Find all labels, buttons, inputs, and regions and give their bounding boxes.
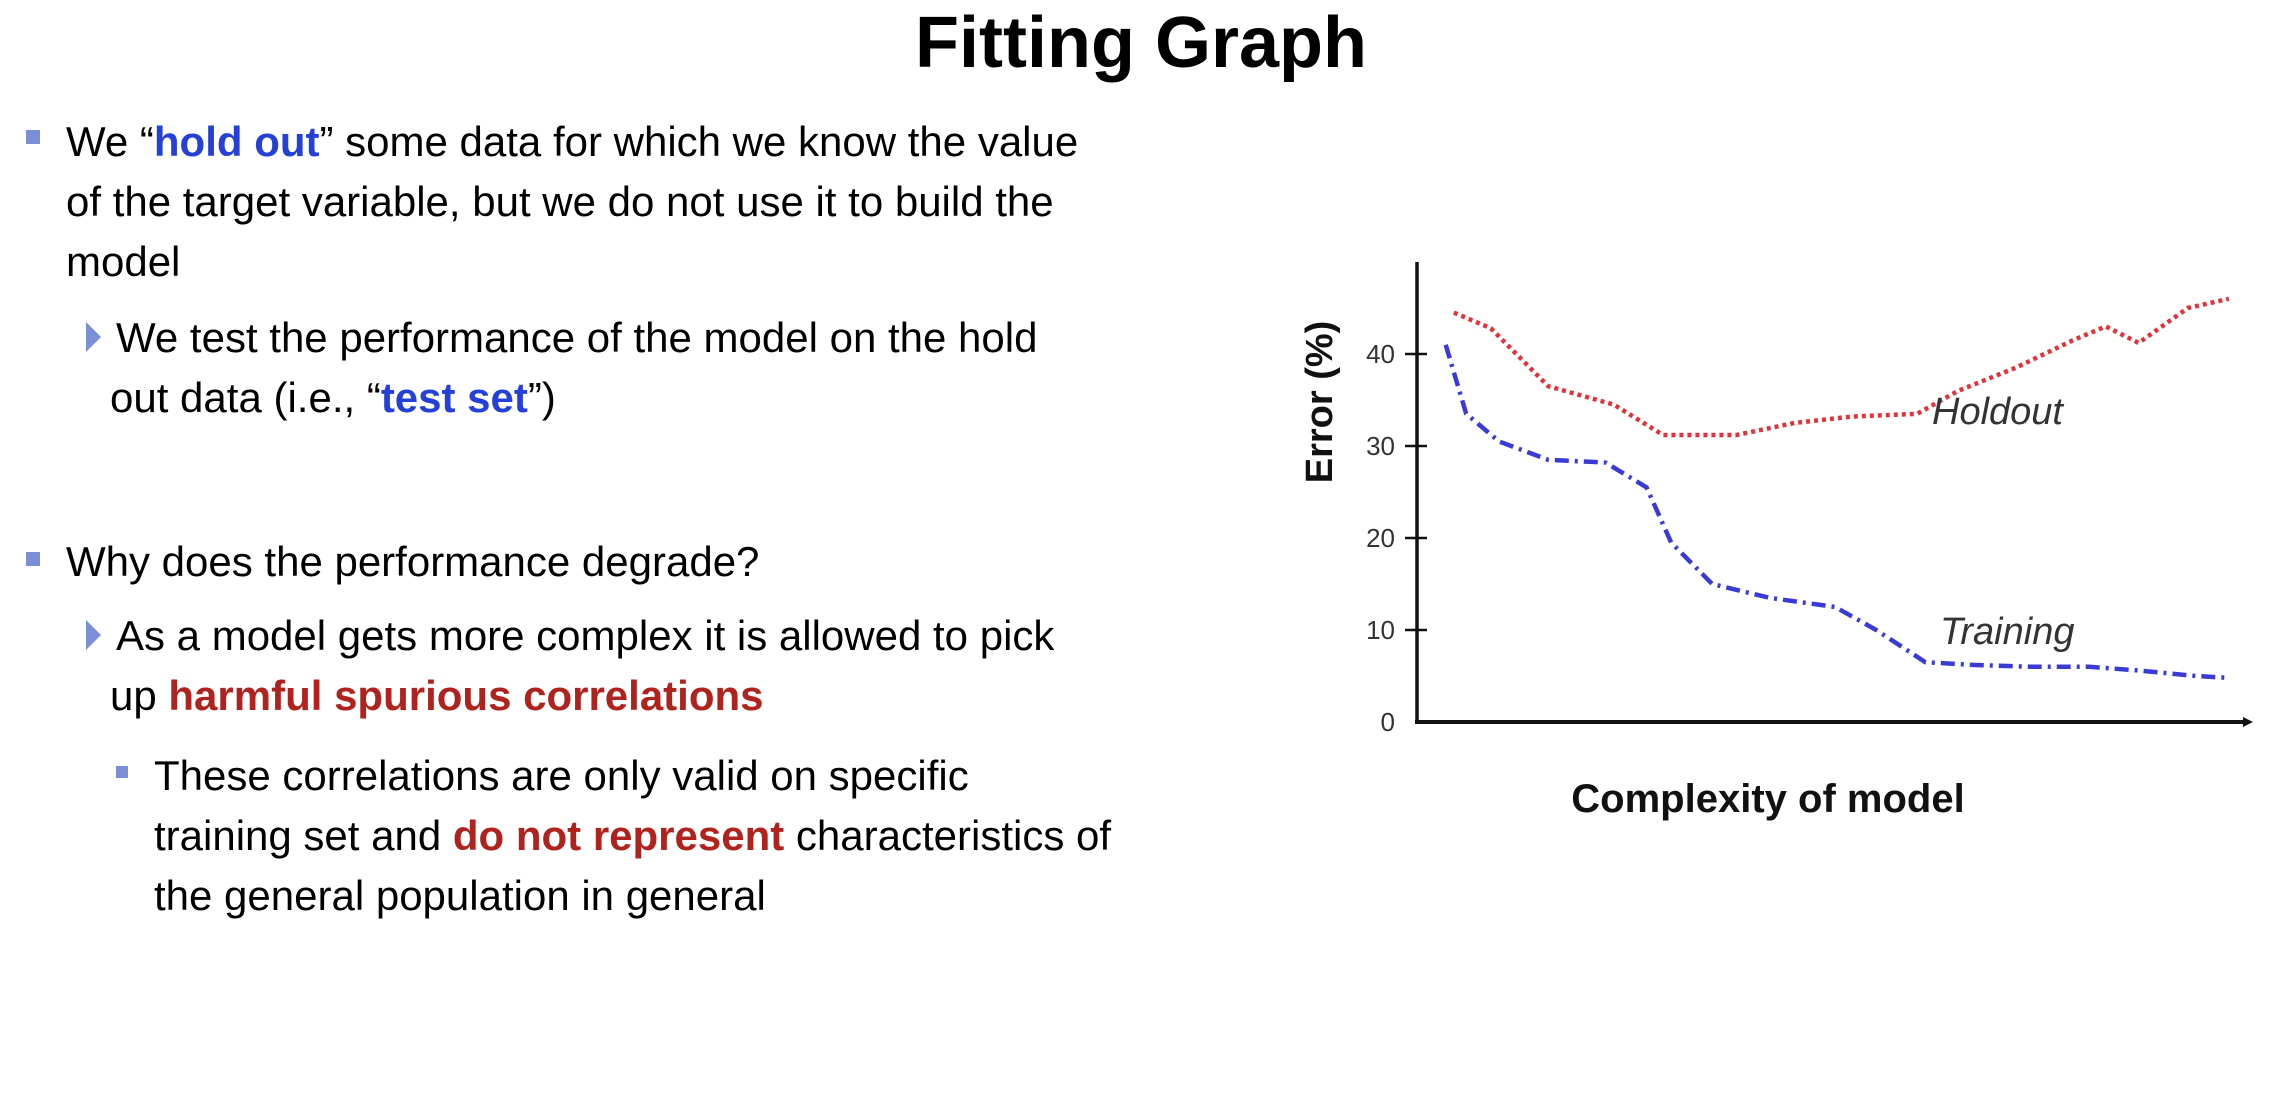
bullet-line: out data (i.e., “test set”) bbox=[110, 368, 1037, 428]
series-training-line bbox=[1443, 344, 2229, 681]
bullet-line: As a model gets more complex it is allow… bbox=[116, 612, 1055, 659]
y-tick-label: 20 bbox=[1366, 523, 1395, 553]
bullet-line: Why does the performance degrade? bbox=[66, 538, 760, 585]
series-label-holdout: Holdout bbox=[1932, 391, 2064, 433]
square-bullet-icon bbox=[26, 130, 40, 144]
slide-title: Fitting Graph bbox=[915, 3, 1367, 83]
bullet-line: We test the performance of the model on … bbox=[116, 314, 1038, 361]
bullet-line: training set and do not represent charac… bbox=[154, 806, 1111, 866]
bullet-line: up harmful spurious correlations bbox=[110, 666, 1054, 726]
bullet-line: of the target variable, but we do not us… bbox=[66, 178, 1054, 225]
triangle-bullet-icon bbox=[86, 620, 101, 650]
series-label-training: Training bbox=[1940, 611, 2074, 653]
sub-bullet-test-set: We test the performance of the model on … bbox=[110, 308, 1037, 428]
highlight-test-set: test set bbox=[380, 374, 528, 421]
highlight-do-not-represent: do not represent bbox=[452, 812, 785, 859]
chart-ticks: 0 10 20 30 40 bbox=[1366, 339, 1427, 737]
chart-labels: Holdout Training Complexity of model Error … bbox=[1299, 321, 2074, 821]
chart-series bbox=[1443, 296, 2230, 681]
text-run: characteristics of bbox=[784, 812, 1112, 859]
bullet-line: model bbox=[66, 238, 181, 285]
bullet-line: These correlations are only valid on spe… bbox=[154, 752, 969, 799]
y-tick-label: 0 bbox=[1381, 707, 1395, 737]
text-run: up bbox=[110, 672, 169, 719]
y-tick-label: 30 bbox=[1366, 431, 1395, 461]
triangle-bullet-icon bbox=[86, 322, 101, 352]
text-run: ” some data for which we know the value bbox=[319, 118, 1079, 165]
x-axis-label: Complexity of model bbox=[1571, 777, 1964, 821]
square-bullet-icon bbox=[26, 552, 40, 566]
sub-sub-bullet-correlations: These correlations are only valid on spe… bbox=[154, 746, 1111, 926]
text-run: We “ bbox=[66, 118, 154, 165]
bullet-line: We “hold out” some data for which we kno… bbox=[66, 112, 1078, 172]
series-holdout-line bbox=[1453, 296, 2230, 438]
text-run: training set and bbox=[154, 812, 453, 859]
fitting-graph-chart: 0 10 20 30 40 Holdout Training Complexity of m… bbox=[1299, 262, 2253, 821]
sub-bullet-complex-model: As a model gets more complex it is allow… bbox=[110, 606, 1054, 726]
chart-axes bbox=[1415, 262, 2253, 727]
square-bullet-icon bbox=[116, 766, 128, 778]
highlight-hold-out: hold out bbox=[153, 118, 320, 165]
bullet-why-degrade: Why does the performance degrade? bbox=[66, 532, 759, 592]
text-run: out data (i.e., “ bbox=[110, 374, 381, 421]
y-axis-label: Error (%) bbox=[1299, 321, 1341, 484]
y-tick-label: 10 bbox=[1366, 615, 1395, 645]
bullet-hold-out: We “hold out” some data for which we kno… bbox=[66, 112, 1078, 292]
bullet-line: the general population in general bbox=[154, 872, 766, 919]
highlight-harmful-correlations: harmful spurious correlations bbox=[168, 672, 764, 719]
text-run: ”) bbox=[527, 374, 556, 421]
y-tick-label: 40 bbox=[1366, 339, 1395, 369]
